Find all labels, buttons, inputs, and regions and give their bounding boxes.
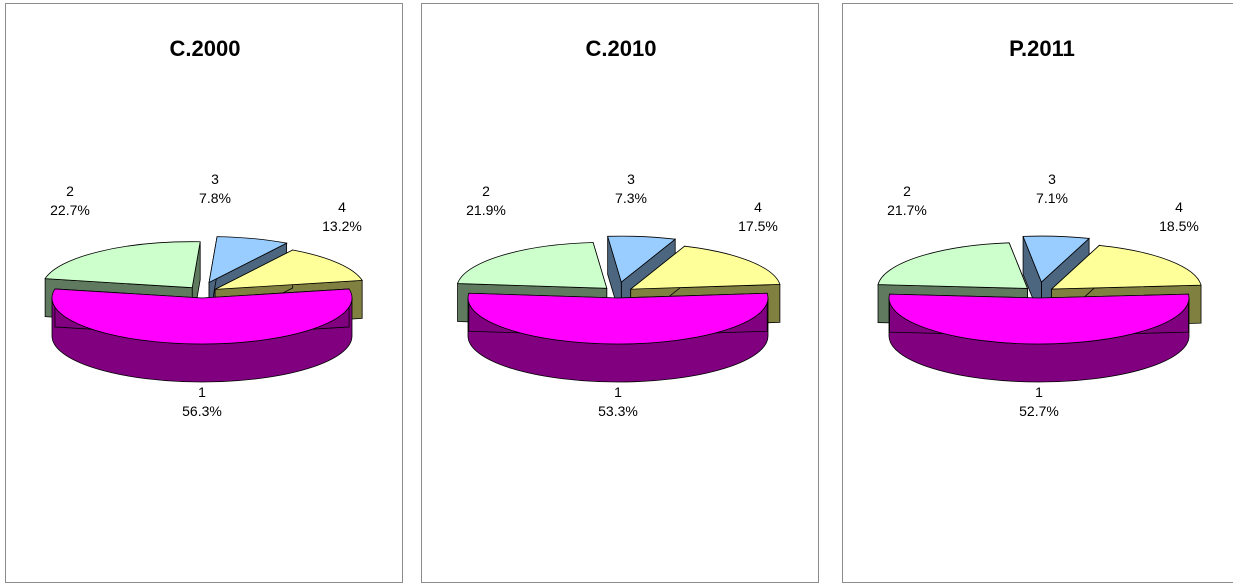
slice-label-3-category: 3 xyxy=(211,171,219,187)
slice-label-4-category: 4 xyxy=(1175,199,1183,215)
pie-chart-c2010: C.2010 1 53.3% 2 21.9% 3 7.3% 4 17.5% xyxy=(457,36,781,419)
pie-slices xyxy=(44,236,363,383)
chart-title: C.2000 xyxy=(170,36,241,61)
slice-label-4-percent: 18.5% xyxy=(1159,218,1199,234)
slice-label-2-percent: 21.9% xyxy=(466,202,506,218)
slice-label-1-category: 1 xyxy=(614,384,622,400)
slice-label-1-percent: 52.7% xyxy=(1019,403,1059,419)
pie-slices xyxy=(457,235,781,383)
pie-slice-1 xyxy=(888,293,1190,383)
slice-label-2-category: 2 xyxy=(66,183,74,199)
slice-label-2-percent: 21.7% xyxy=(887,202,927,218)
slice-label-4-percent: 13.2% xyxy=(322,218,362,234)
slice-label-4-category: 4 xyxy=(338,199,346,215)
pie-chart-c2000: C.2000 1 56.3% 2 22.7% 3 7.8% 4 13.2% xyxy=(44,36,363,419)
pie-labels: 1 56.3% 2 22.7% 3 7.8% 4 13.2% xyxy=(50,171,362,419)
slice-label-1-percent: 56.3% xyxy=(182,403,222,419)
slice-label-1-category: 1 xyxy=(1035,384,1043,400)
chart-panel-c2000: C.2000 1 56.3% 2 22.7% 3 7.8% 4 13.2% xyxy=(5,3,403,583)
pie-slices xyxy=(877,235,1202,383)
slice-label-3-percent: 7.3% xyxy=(615,190,647,206)
pie-labels: 1 52.7% 2 21.7% 3 7.1% 4 18.5% xyxy=(887,171,1199,419)
slice-label-2-percent: 22.7% xyxy=(50,202,90,218)
slice-label-3-category: 3 xyxy=(1048,171,1056,187)
slice-label-3-percent: 7.8% xyxy=(199,190,231,206)
slice-label-2-category: 2 xyxy=(903,183,911,199)
pie-slice-1 xyxy=(467,292,769,383)
slice-label-4-category: 4 xyxy=(754,199,762,215)
chart-panel-c2010: C.2010 1 53.3% 2 21.9% 3 7.3% 4 17.5% xyxy=(421,3,819,583)
slice-label-3-percent: 7.1% xyxy=(1036,190,1068,206)
chart-panel-p2011: P.2011 1 52.7% 2 21.7% 3 7.1% 4 18.5% xyxy=(842,3,1233,583)
slice-label-2-category: 2 xyxy=(482,183,490,199)
slice-label-4-percent: 17.5% xyxy=(738,218,778,234)
pie-slice-1 xyxy=(51,288,353,383)
chart-title: P.2011 xyxy=(1009,36,1075,61)
slice-label-1-category: 1 xyxy=(198,384,206,400)
pie-chart-p2011: P.2011 1 52.7% 2 21.7% 3 7.1% 4 18.5% xyxy=(877,36,1202,419)
pie-labels: 1 53.3% 2 21.9% 3 7.3% 4 17.5% xyxy=(466,171,778,419)
chart-title: C.2010 xyxy=(586,36,657,61)
slice-label-1-percent: 53.3% xyxy=(598,403,638,419)
slice-label-3-category: 3 xyxy=(627,171,635,187)
